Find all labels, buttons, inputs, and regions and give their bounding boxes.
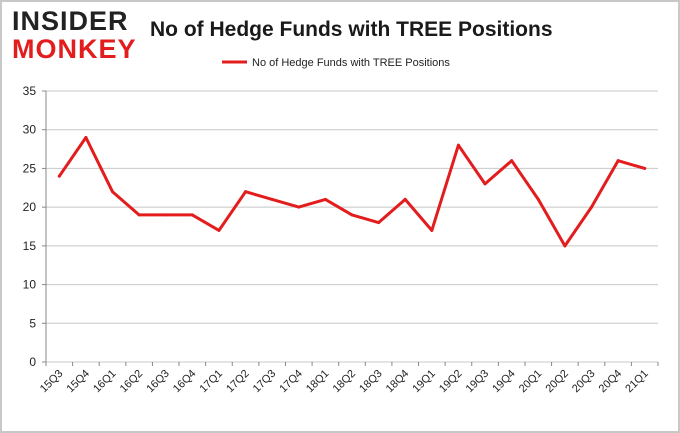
logo-line-1: INSIDER <box>12 6 129 36</box>
chart-title: No of Hedge Funds with TREE Positions <box>150 18 553 41</box>
data-point <box>111 190 115 194</box>
data-point <box>510 159 514 163</box>
data-point <box>616 159 620 163</box>
data-point <box>456 143 460 147</box>
x-tick-label: 17Q2 <box>224 368 252 396</box>
series-line <box>57 136 647 248</box>
data-point <box>643 166 647 170</box>
x-tick-label: 17Q4 <box>277 368 305 396</box>
x-tick-label: 15Q3 <box>38 368 66 396</box>
x-tick-label: 18Q2 <box>331 368 359 396</box>
data-point <box>350 213 354 217</box>
y-tick-label: 35 <box>23 84 37 98</box>
data-point <box>57 174 61 178</box>
data-point <box>190 213 194 217</box>
x-tick-label: 16Q4 <box>171 368 199 396</box>
y-tick-label: 10 <box>23 278 37 292</box>
x-tick-label: 19Q1 <box>410 368 438 396</box>
y-tick-label: 30 <box>23 123 37 137</box>
y-axis-ticks: 0 5 10 15 20 25 30 35 <box>23 84 37 369</box>
logo-line-2: MONKEY <box>12 34 137 64</box>
data-point <box>323 197 327 201</box>
data-point <box>270 197 274 201</box>
data-point <box>164 213 168 217</box>
legend-label: No of Hedge Funds with TREE Positions <box>252 57 450 69</box>
x-tick-label: 16Q3 <box>144 368 172 396</box>
x-tick-label: 18Q1 <box>304 368 332 396</box>
x-tick-label: 18Q4 <box>384 368 412 396</box>
x-tick-label: 17Q3 <box>251 368 279 396</box>
x-axis-ticks: 15Q3 15Q4 16Q1 16Q2 16Q3 16Q4 17Q1 17Q2 17Q3 17Q4… <box>38 362 659 396</box>
data-point <box>217 228 221 232</box>
legend: No of Hedge Funds with TREE Positions <box>222 57 450 69</box>
x-tick-label: 19Q3 <box>464 368 492 396</box>
x-tick-label: 15Q4 <box>65 368 93 396</box>
data-point <box>84 135 88 139</box>
y-tick-label: 20 <box>23 200 37 214</box>
x-tick-label: 16Q2 <box>118 368 146 396</box>
data-point <box>297 205 301 209</box>
x-tick-label: 17Q1 <box>198 368 226 396</box>
x-tick-label: 20Q2 <box>543 368 571 396</box>
gridlines <box>42 90 658 363</box>
y-tick-label: 0 <box>29 355 36 369</box>
data-point <box>244 190 248 194</box>
data-point <box>430 228 434 232</box>
data-point <box>536 197 540 201</box>
x-tick-label: 20Q3 <box>570 368 598 396</box>
data-point <box>563 244 567 248</box>
insider-monkey-logo: INSIDER MONKEY <box>12 8 137 63</box>
x-tick-label: 19Q2 <box>437 368 465 396</box>
x-tick-label: 19Q4 <box>490 368 518 396</box>
y-tick-label: 15 <box>23 239 37 253</box>
data-point <box>137 213 141 217</box>
data-point <box>483 182 487 186</box>
y-tick-label: 5 <box>29 316 36 330</box>
y-tick-label: 25 <box>23 161 37 175</box>
x-tick-label: 20Q4 <box>597 368 625 396</box>
data-point <box>589 205 593 209</box>
series-layer <box>57 135 647 248</box>
data-point <box>403 197 407 201</box>
data-point <box>377 221 381 225</box>
x-tick-label: 18Q3 <box>357 368 385 396</box>
x-tick-label: 20Q1 <box>517 368 545 396</box>
x-tick-label: 16Q1 <box>91 368 119 396</box>
x-tick-label: 21Q1 <box>623 368 651 396</box>
